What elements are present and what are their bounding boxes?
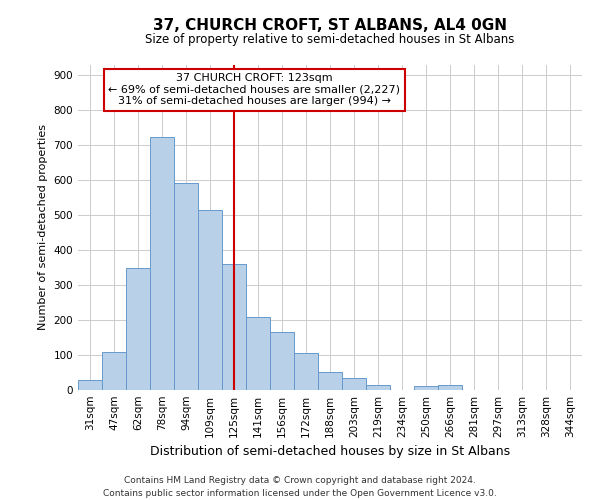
Text: Size of property relative to semi-detached houses in St Albans: Size of property relative to semi-detach… [145, 32, 515, 46]
Bar [294, 354, 318, 390]
Bar [150, 136, 174, 390]
X-axis label: Distribution of semi-detached houses by size in St Albans: Distribution of semi-detached houses by … [150, 446, 510, 458]
Bar [414, 386, 438, 390]
Bar [78, 380, 102, 390]
Bar [198, 210, 222, 390]
Text: 37 CHURCH CROFT: 123sqm
← 69% of semi-detached houses are smaller (2,227)
31% of: 37 CHURCH CROFT: 123sqm ← 69% of semi-de… [109, 73, 400, 106]
Bar [342, 378, 366, 390]
Y-axis label: Number of semi-detached properties: Number of semi-detached properties [38, 124, 48, 330]
Bar [270, 332, 294, 390]
Bar [102, 352, 126, 390]
Bar [438, 386, 462, 390]
Bar [222, 264, 246, 390]
Bar [126, 268, 150, 390]
Text: 37, CHURCH CROFT, ST ALBANS, AL4 0GN: 37, CHURCH CROFT, ST ALBANS, AL4 0GN [153, 18, 507, 32]
Bar [246, 316, 270, 390]
Text: Contains HM Land Registry data © Crown copyright and database right 2024.
Contai: Contains HM Land Registry data © Crown c… [103, 476, 497, 498]
Bar [174, 183, 198, 390]
Bar [366, 386, 390, 390]
Bar [318, 372, 342, 390]
